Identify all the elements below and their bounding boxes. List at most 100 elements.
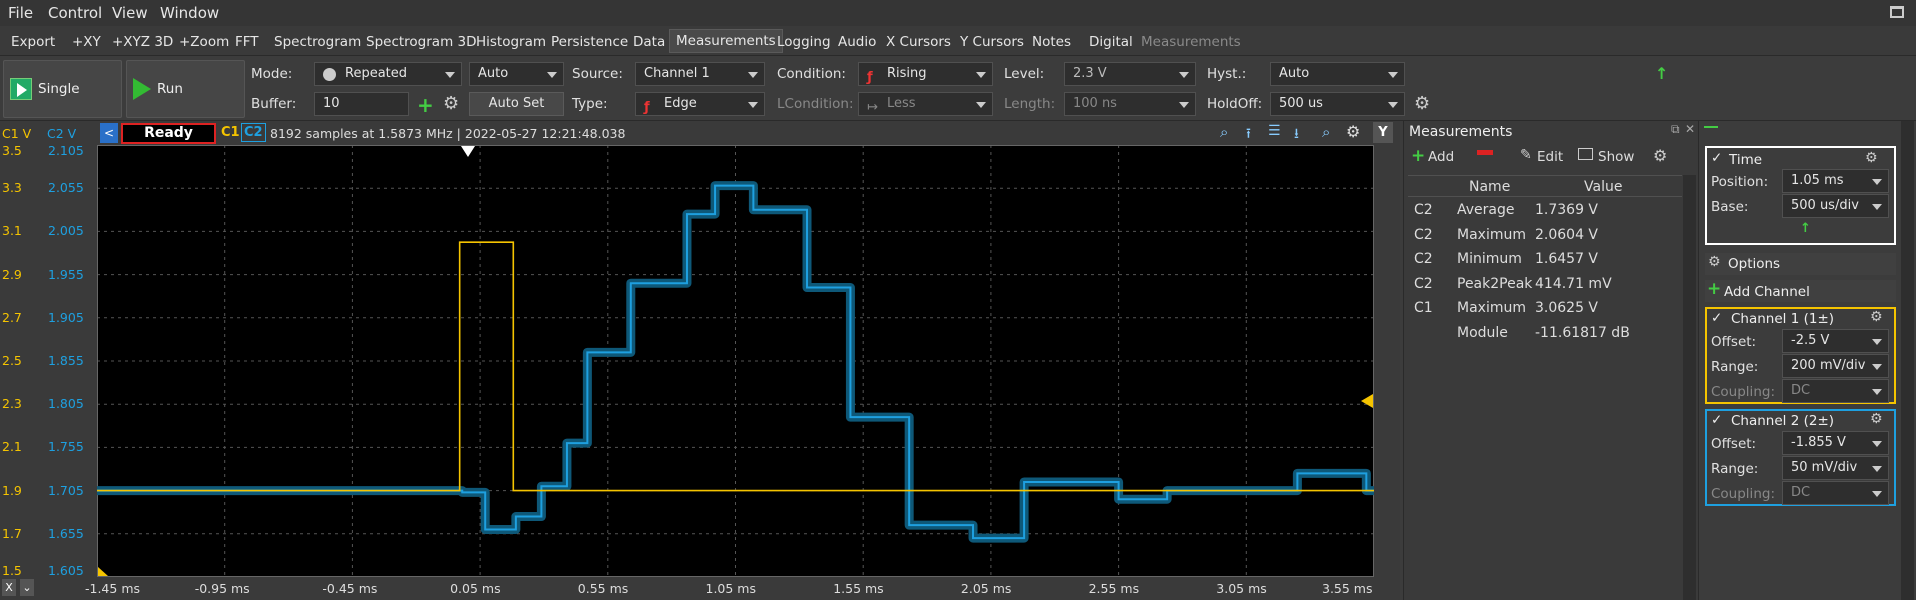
align-bottom-icon[interactable]: ⭳ xyxy=(1294,126,1299,142)
tool-digital[interactable]: Digital xyxy=(1089,34,1133,50)
time-position-input[interactable]: 1.05 ms xyxy=(1782,169,1889,193)
trigger-mode-value: Auto xyxy=(478,66,509,81)
y-axis-toggle[interactable]: Y xyxy=(1373,122,1393,143)
gear-icon[interactable]: ⚙ xyxy=(443,93,460,114)
sidebar-scrollbar[interactable] xyxy=(1901,121,1914,600)
tool-persistence[interactable]: Persistence xyxy=(551,34,629,50)
tool-export[interactable]: Export xyxy=(11,34,56,50)
ch1-check-icon[interactable]: ✓ xyxy=(1711,310,1723,326)
level-input[interactable]: 2.3 V xyxy=(1064,62,1196,86)
ch2-offset-value: -1.855 V xyxy=(1791,435,1846,450)
time-check-icon[interactable]: ✓ xyxy=(1711,150,1723,166)
tool-spectrogram[interactable]: Spectrogram xyxy=(274,34,362,50)
tool-strip xyxy=(0,26,1916,56)
align-top-icon[interactable]: ⭱ xyxy=(1246,126,1251,142)
length-label: Length: xyxy=(1004,96,1056,112)
tool-logging[interactable]: Logging xyxy=(777,34,831,50)
add-channel-label: Add Channel xyxy=(1724,284,1810,300)
remove-measurement-icon[interactable] xyxy=(1477,150,1493,155)
menu-view[interactable]: View xyxy=(112,4,148,22)
less-icon: ↦ xyxy=(867,100,878,115)
type-select[interactable]: ƒ Edge xyxy=(635,92,765,116)
run-button[interactable]: Run xyxy=(126,60,245,118)
measurement-name: Maximum xyxy=(1457,300,1526,317)
time-settings-icon[interactable]: ⚙ xyxy=(1865,150,1878,166)
measurement-name: Module xyxy=(1457,325,1508,341)
hyst-select[interactable]: Auto xyxy=(1270,62,1405,86)
zoom-fit-icon[interactable]: ⌕ xyxy=(1322,123,1331,141)
time-position-label: Position: xyxy=(1711,174,1769,190)
condition-select[interactable]: ƒ Rising xyxy=(858,62,993,86)
tool-histogram[interactable]: Histogram xyxy=(476,34,547,50)
show-icon xyxy=(1578,148,1593,160)
ch1-range-label: Range: xyxy=(1711,359,1759,375)
trigger-position-marker[interactable] xyxy=(461,146,475,157)
tool-add-xyz3d[interactable]: +XYZ 3D xyxy=(112,34,174,50)
time-reset-icon[interactable]: ↑ xyxy=(1800,221,1811,236)
c2-tick-label: 2.005 xyxy=(48,223,84,239)
auto-set-button[interactable]: Auto Set xyxy=(469,92,564,116)
tool-x-cursors[interactable]: X Cursors xyxy=(886,34,951,50)
col-name-header: Name xyxy=(1469,179,1511,195)
tool-y-cursors[interactable]: Y Cursors xyxy=(960,34,1024,50)
ch2-range-select[interactable]: 50 mV/div xyxy=(1782,456,1889,480)
trigger-mode-select[interactable]: Auto xyxy=(469,62,564,86)
tool-add-xy[interactable]: +XY xyxy=(72,34,101,50)
ch2-settings-icon[interactable]: ⚙ xyxy=(1870,411,1883,427)
tool-audio[interactable]: Audio xyxy=(838,34,877,50)
c1-offset-marker[interactable] xyxy=(98,567,108,576)
add-icon[interactable]: + xyxy=(417,93,434,117)
zoom-icon[interactable]: ⌕ xyxy=(1220,123,1229,141)
level-label: Level: xyxy=(1004,66,1045,82)
c2-tick-label: 1.905 xyxy=(48,309,84,325)
edit-measurement-button[interactable]: Edit xyxy=(1537,149,1564,165)
buffer-spinbox[interactable]: 10 xyxy=(314,92,409,116)
tool-data[interactable]: Data xyxy=(633,34,666,50)
time-base-select[interactable]: 500 us/div xyxy=(1782,194,1889,218)
sidebar-collapse-icon[interactable] xyxy=(1704,126,1718,128)
collapse-left-icon[interactable]: < xyxy=(100,123,118,143)
scope-canvas xyxy=(97,145,1374,577)
menu-file[interactable]: File xyxy=(8,4,34,22)
plot-settings-icon[interactable]: ⚙ xyxy=(1346,122,1361,141)
show-measurement-button[interactable]: Show xyxy=(1598,149,1635,165)
c2-tick-label: 1.655 xyxy=(48,525,84,541)
ch1-settings-icon[interactable]: ⚙ xyxy=(1870,309,1883,325)
ch1-offset-value: -2.5 V xyxy=(1791,333,1830,348)
tool-fft[interactable]: FFT xyxy=(235,34,259,50)
options-row[interactable] xyxy=(1705,253,1896,275)
mode-select[interactable]: Repeated xyxy=(314,62,462,86)
measurement-settings-icon[interactable]: ⚙ xyxy=(1653,146,1668,165)
tool-add-zoom[interactable]: +Zoom xyxy=(179,34,230,50)
measurements-scrollbar[interactable] xyxy=(1683,175,1696,600)
c2-toggle[interactable]: C2 xyxy=(241,123,266,142)
window-restore-icon[interactable] xyxy=(1890,6,1904,18)
menu-control[interactable]: Control xyxy=(48,4,103,22)
x-axis-menu-icon[interactable]: ⌄ xyxy=(20,579,34,596)
x-axis-toggle[interactable]: X xyxy=(2,579,16,596)
ch2-offset-input[interactable]: -1.855 V xyxy=(1782,431,1889,455)
add-channel-row[interactable] xyxy=(1705,280,1896,302)
trigger-level-marker[interactable] xyxy=(1361,394,1373,408)
up-arrow-icon[interactable]: ↑ xyxy=(1655,64,1669,83)
c1-tick-label: 2.3 xyxy=(2,396,22,412)
tool-measurements[interactable]: Measurements xyxy=(669,29,783,53)
mode-label: Mode: xyxy=(251,66,293,82)
source-select[interactable]: Channel 1 xyxy=(635,62,765,86)
panel-close-icon[interactable]: ✕ xyxy=(1685,122,1696,136)
single-button[interactable]: Single xyxy=(3,60,122,118)
holdoff-gear-icon[interactable]: ⚙ xyxy=(1414,93,1431,114)
length-input: 100 ns xyxy=(1064,92,1196,116)
holdoff-input[interactable]: 500 us xyxy=(1270,92,1405,116)
tool-notes[interactable]: Notes xyxy=(1032,34,1071,50)
c1-toggle[interactable]: C1 xyxy=(221,125,240,140)
tool-spectrogram-3d[interactable]: Spectrogram 3D xyxy=(366,34,477,50)
menu-window[interactable]: Window xyxy=(160,4,220,22)
c2-unit-label: C2 V xyxy=(47,126,77,141)
align-mid-icon[interactable]: ☰ xyxy=(1268,123,1281,139)
panel-float-icon[interactable]: ⧉ xyxy=(1671,122,1680,136)
ch1-offset-input[interactable]: -2.5 V xyxy=(1782,329,1889,353)
ch1-range-select[interactable]: 200 mV/div xyxy=(1782,354,1889,378)
ch2-check-icon[interactable]: ✓ xyxy=(1711,412,1723,428)
add-measurement-button[interactable]: Add xyxy=(1428,149,1455,165)
